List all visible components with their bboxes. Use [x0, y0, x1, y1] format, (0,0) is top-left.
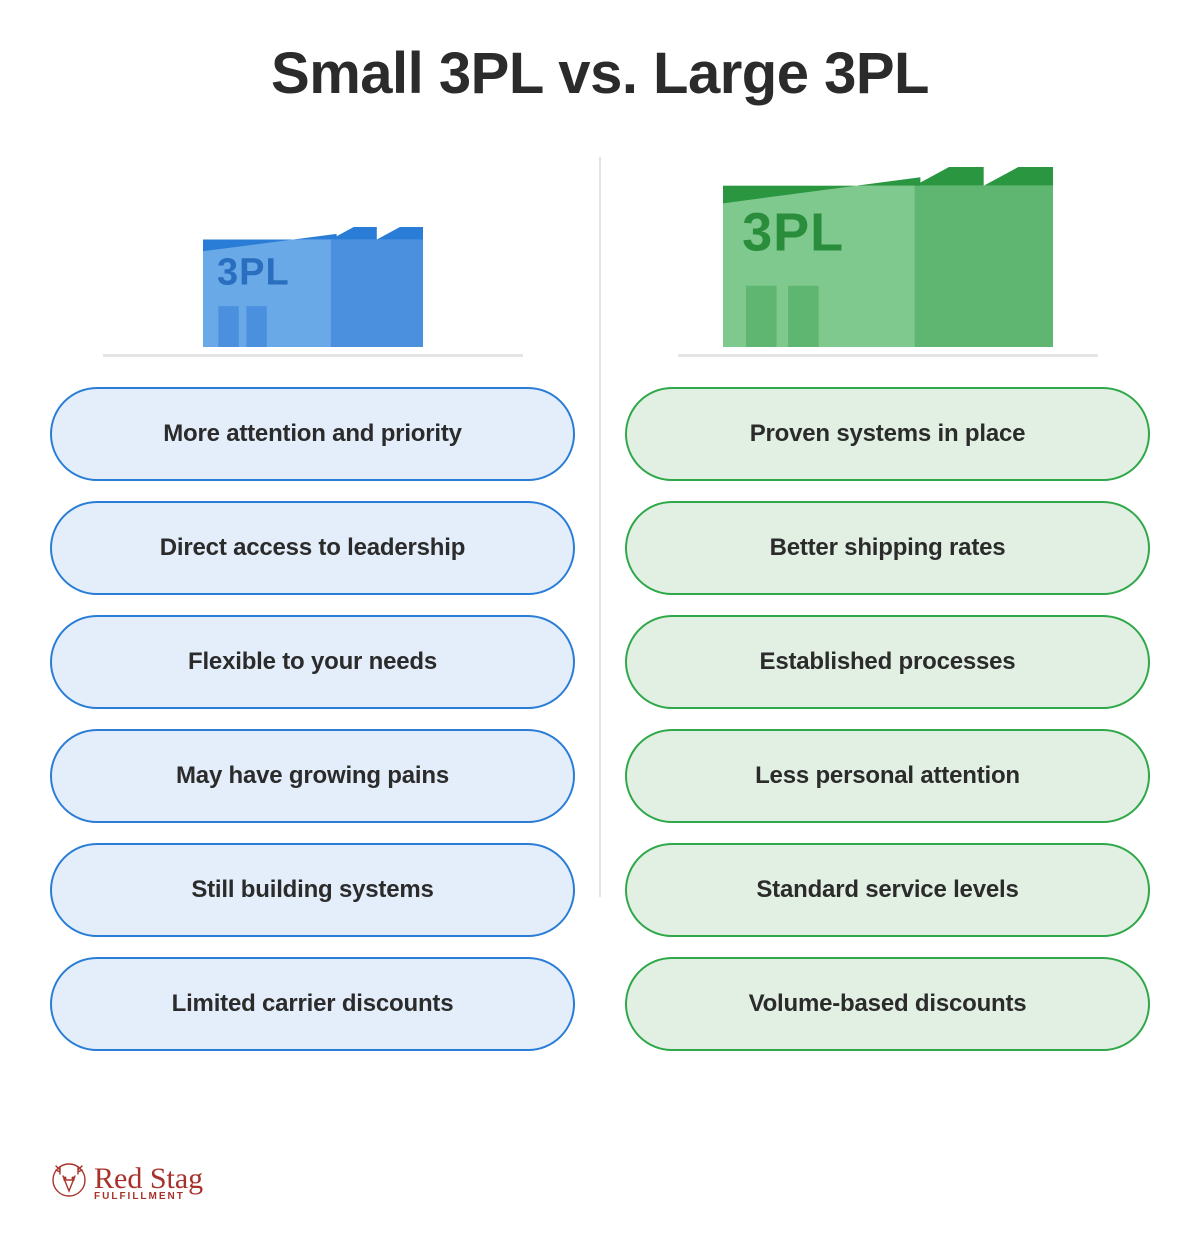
- warehouse-icon: 3PL: [723, 167, 1053, 357]
- comparison-item: Direct access to leadership: [50, 501, 575, 595]
- comparison-item: Better shipping rates: [625, 501, 1150, 595]
- comparison-item: More attention and priority: [50, 387, 575, 481]
- comparison-item: Flexible to your needs: [50, 615, 575, 709]
- comparison-columns: 3PL More attention and priority Direct ac…: [50, 157, 1150, 1051]
- logo-main-text: Red Stag: [94, 1165, 203, 1192]
- comparison-item: Volume-based discounts: [625, 957, 1150, 1051]
- large-3pl-list: Proven systems in place Better shipping r…: [625, 387, 1150, 1051]
- small-3pl-building-icon: 3PL: [50, 157, 575, 357]
- comparison-item: Standard service levels: [625, 843, 1150, 937]
- column-divider: [600, 157, 601, 897]
- svg-text:3PL: 3PL: [217, 252, 290, 294]
- svg-text:3PL: 3PL: [742, 202, 844, 262]
- large-3pl-building-icon: 3PL: [625, 157, 1150, 357]
- deer-icon: [50, 1161, 88, 1205]
- comparison-item: Less personal attention: [625, 729, 1150, 823]
- small-3pl-list: More attention and priority Direct access…: [50, 387, 575, 1051]
- brand-logo: Red Stag FULFILLMENT: [50, 1161, 203, 1205]
- building-baseline: [103, 354, 523, 357]
- comparison-item: Limited carrier discounts: [50, 957, 575, 1051]
- logo-text: Red Stag FULFILLMENT: [94, 1165, 203, 1201]
- warehouse-icon: 3PL: [203, 227, 423, 357]
- comparison-item: Established processes: [625, 615, 1150, 709]
- comparison-item: Still building systems: [50, 843, 575, 937]
- small-3pl-column: 3PL More attention and priority Direct ac…: [50, 157, 600, 1051]
- infographic-container: Small 3PL vs. Large 3PL 3PL More attenti…: [0, 0, 1200, 1051]
- large-3pl-column: 3PL Proven systems in place Better shippi…: [600, 157, 1150, 1051]
- page-title: Small 3PL vs. Large 3PL: [50, 40, 1150, 107]
- comparison-item: Proven systems in place: [625, 387, 1150, 481]
- comparison-item: May have growing pains: [50, 729, 575, 823]
- building-baseline: [678, 354, 1098, 357]
